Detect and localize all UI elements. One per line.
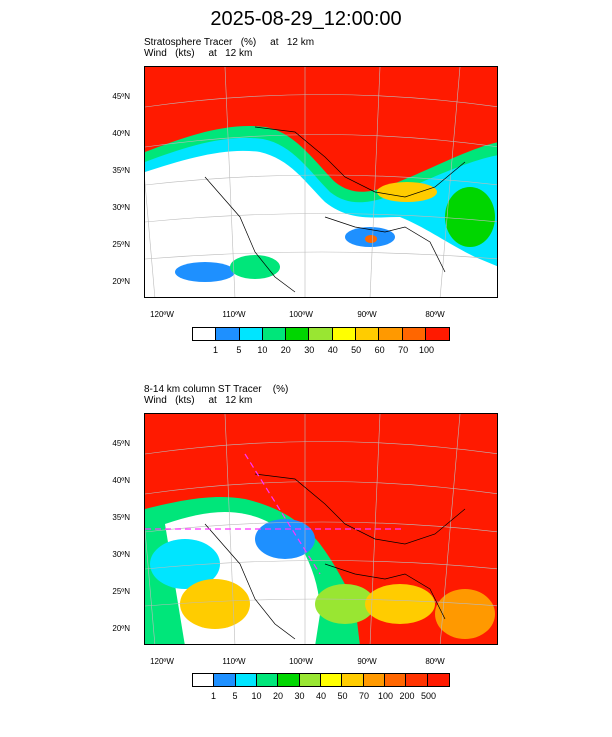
colorbar-box (256, 674, 279, 686)
panel2-lon-80: 80ºW (425, 657, 445, 666)
panel1-lon-90: 90ºW (357, 310, 377, 319)
panel1-label-wind: Wind (kts) at 12 km (144, 48, 253, 59)
colorbar-label: 20 (272, 691, 283, 701)
panel2-lon-100: 100ºW (289, 657, 313, 666)
panel2-colorbar (192, 673, 450, 687)
colorbar-label: 20 (280, 345, 291, 355)
panel2-lat-45: 45ºN (112, 439, 130, 448)
colorbar-box (427, 674, 449, 686)
panel1-map-graphic (145, 67, 497, 297)
panel2-map-graphic (145, 414, 497, 644)
colorbar-label: 5 (232, 691, 238, 701)
panel1-lat-35: 35ºN (112, 166, 130, 175)
colorbar-box (216, 328, 240, 340)
colorbar-label: 100 (419, 345, 435, 355)
figure-title: 2025-08-29_12:00:00 (210, 8, 402, 30)
panel2-lon-110: 110ºW (222, 657, 246, 666)
colorbar-box (309, 328, 333, 340)
panel2-lat-25: 25ºN (112, 587, 130, 596)
panel2-lat-40: 40ºN (112, 476, 130, 485)
colorbar-box (406, 674, 428, 686)
colorbar-label: 10 (251, 691, 262, 701)
colorbar-label: 1 (210, 691, 216, 701)
colorbar-label: 200 (399, 691, 415, 701)
panel2-lat-35: 35ºN (112, 513, 130, 522)
colorbar-box (363, 674, 385, 686)
colorbar-box (299, 674, 321, 686)
colorbar-box (214, 674, 236, 686)
colorbar-label: 10 (257, 345, 268, 355)
colorbar-box (355, 328, 380, 340)
panel2-label-tracer: 8-14 km column ST Tracer (%) (144, 384, 289, 395)
panel2-map (144, 413, 498, 645)
panel2-lat-30: 30ºN (112, 550, 130, 559)
panel1-lon-120: 120ºW (150, 310, 174, 319)
colorbar-label: 1 (212, 345, 218, 355)
colorbar-box (193, 674, 215, 686)
panel1-lat-45: 45ºN (112, 92, 130, 101)
colorbar-label: 70 (358, 691, 369, 701)
colorbar-box (402, 328, 426, 340)
colorbar-box (342, 674, 364, 686)
colorbar-box (286, 328, 310, 340)
colorbar-box (332, 328, 356, 340)
colorbar-label: 100 (377, 691, 394, 701)
panel2-label-wind: Wind (kts) at 12 km (144, 395, 253, 406)
colorbar-label: 30 (304, 345, 315, 355)
panel2-lon-120: 120ºW (150, 657, 174, 666)
panel1-map (144, 66, 498, 298)
panel2-lat-20: 20ºN (112, 624, 130, 633)
panel1-lon-100: 100ºW (289, 310, 313, 319)
colorbar-label: 500 (420, 691, 437, 701)
colorbar-box (320, 674, 343, 686)
colorbar-box (384, 674, 407, 686)
colorbar-box (379, 328, 403, 340)
colorbar-box (425, 328, 450, 340)
colorbar-box (262, 328, 287, 340)
colorbar-label: 50 (351, 345, 362, 355)
colorbar-label: 30 (294, 691, 305, 701)
colorbar-label: 40 (327, 345, 338, 355)
panel1-lat-25: 25ºN (112, 240, 130, 249)
colorbar-box (193, 328, 217, 340)
panel2-lon-90: 90ºW (357, 657, 377, 666)
colorbar-box (239, 328, 263, 340)
colorbar-label: 70 (398, 345, 409, 355)
panel1-lon-80: 80ºW (425, 310, 445, 319)
panel1-lat-40: 40ºN (112, 129, 130, 138)
panel1-label-tracer: Stratosphere Tracer (%) at 12 km (144, 37, 315, 48)
panel1-lat-30: 30ºN (112, 203, 130, 212)
colorbar-box (278, 674, 300, 686)
colorbar-label: 40 (315, 691, 326, 701)
colorbar-label: 5 (236, 345, 242, 355)
panel1-lon-110: 110ºW (222, 310, 246, 319)
colorbar-box (235, 674, 257, 686)
panel1-colorbar (192, 327, 450, 341)
colorbar-label: 60 (374, 345, 385, 355)
panel1-lat-20: 20ºN (112, 277, 130, 286)
colorbar-label: 50 (337, 691, 348, 701)
